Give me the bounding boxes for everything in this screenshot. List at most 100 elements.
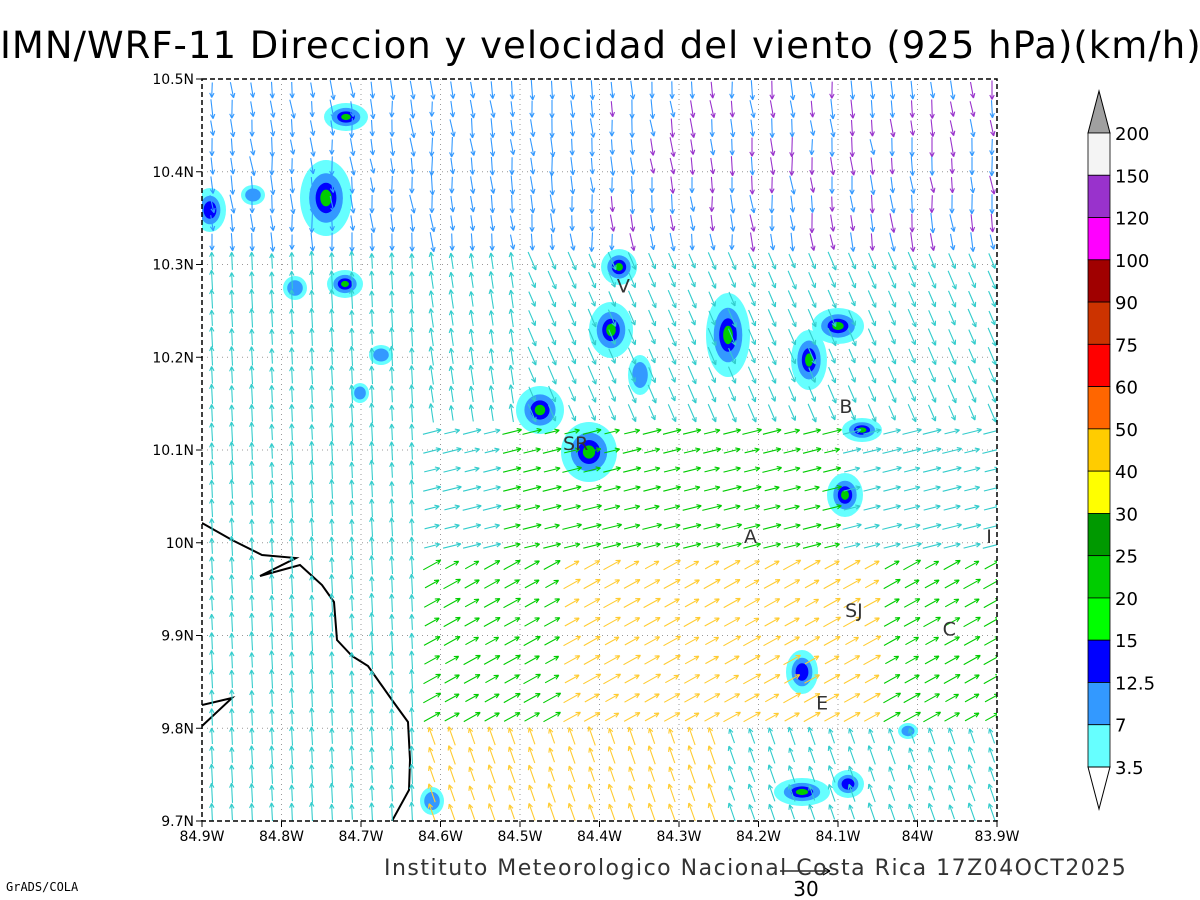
wind-arrow xyxy=(804,579,820,589)
wind-arrow xyxy=(823,523,842,530)
wind-arrow xyxy=(903,485,921,492)
wind-arrow xyxy=(470,81,476,99)
wind-arrow xyxy=(827,289,837,309)
wind-arrow xyxy=(567,251,577,271)
wind-arrow xyxy=(744,693,760,703)
wind-arrow xyxy=(584,693,600,703)
speed-region xyxy=(589,302,633,358)
wind-arrow xyxy=(748,728,756,744)
wind-arrow xyxy=(748,348,756,364)
wind-arrow xyxy=(409,555,415,575)
wind-arrow xyxy=(968,290,977,308)
wind-arrow xyxy=(627,802,636,821)
wind-arrow xyxy=(508,251,514,270)
wind-arrow xyxy=(409,157,416,175)
wind-arrow xyxy=(648,367,657,384)
wind-arrow xyxy=(944,579,960,589)
wind-arrow xyxy=(469,118,475,139)
wind-arrow xyxy=(547,802,556,821)
wind-arrow xyxy=(887,745,896,765)
wind-arrow xyxy=(409,499,415,517)
legend-swatch xyxy=(1087,597,1111,641)
wind-arrow xyxy=(229,157,236,175)
wind-arrow xyxy=(847,783,856,802)
wind-arrow xyxy=(349,156,356,176)
wind-arrow xyxy=(667,309,677,327)
wind-arrow xyxy=(983,598,997,609)
wind-arrow xyxy=(270,119,276,137)
wind-arrow xyxy=(329,385,335,403)
wind-arrow xyxy=(824,560,840,570)
wind-arrow xyxy=(409,594,415,612)
wind-arrow xyxy=(863,466,881,473)
wind-arrow xyxy=(249,442,255,460)
wind-arrow xyxy=(624,428,641,435)
wind-arrow xyxy=(389,481,395,497)
wind-arrow xyxy=(764,485,780,492)
wind-arrow xyxy=(289,497,295,518)
wind-arrow xyxy=(209,632,215,650)
wind-arrow xyxy=(269,537,275,554)
wind-arrow xyxy=(464,560,480,570)
wind-arrow xyxy=(249,421,255,442)
wind-arrow xyxy=(389,803,395,821)
wind-arrow xyxy=(749,80,756,101)
wind-arrow xyxy=(249,574,255,593)
wind-arrow xyxy=(389,327,395,347)
wind-arrow xyxy=(703,523,721,530)
wind-arrow xyxy=(969,157,975,176)
wind-arrow xyxy=(728,386,736,402)
wind-arrow xyxy=(668,728,676,744)
wind-arrow xyxy=(229,746,235,763)
city-label: SJ xyxy=(845,600,863,622)
wind-arrow xyxy=(522,523,542,530)
wind-arrow xyxy=(568,309,577,327)
wind-arrow xyxy=(468,385,475,402)
wind-arrow xyxy=(329,422,335,442)
wind-arrow xyxy=(289,119,295,138)
wind-arrow xyxy=(209,803,215,821)
wind-arrow xyxy=(389,575,395,593)
wind-arrow xyxy=(289,404,295,422)
wind-arrow xyxy=(389,423,395,441)
wind-arrow xyxy=(503,504,521,511)
wind-arrow xyxy=(487,803,496,821)
wind-arrow xyxy=(589,177,596,193)
wind-arrow xyxy=(827,784,836,802)
wind-arrow xyxy=(329,499,335,517)
wind-arrow xyxy=(705,655,720,665)
wind-arrow xyxy=(349,365,355,384)
wind-arrow xyxy=(448,327,454,346)
wind-arrow xyxy=(349,138,356,157)
wind-arrow xyxy=(389,708,395,726)
wind-arrow xyxy=(209,138,215,157)
wind-arrow xyxy=(369,592,375,613)
wind-arrow xyxy=(549,194,556,214)
wind-arrow xyxy=(528,367,536,383)
wind-arrow xyxy=(747,403,757,423)
wind-arrow xyxy=(723,504,741,511)
wind-arrow xyxy=(683,447,701,454)
wind-arrow xyxy=(567,366,577,385)
wind-arrow xyxy=(927,328,937,346)
wind-arrow xyxy=(422,428,442,435)
wind-arrow xyxy=(767,784,776,802)
wind-arrow xyxy=(450,81,456,99)
wind-arrow xyxy=(727,252,737,271)
wind-arrow xyxy=(449,136,455,158)
wind-arrow xyxy=(805,598,820,608)
wind-arrow xyxy=(667,404,677,423)
y-tick-label: 10.3N xyxy=(152,258,194,274)
wind-arrow xyxy=(428,746,436,763)
wind-arrow xyxy=(463,523,482,530)
wind-arrow xyxy=(863,428,882,435)
wind-arrow xyxy=(807,308,817,328)
wind-arrow xyxy=(787,726,796,745)
wind-arrow xyxy=(389,404,395,421)
wind-arrow xyxy=(688,253,696,269)
wind-arrow xyxy=(925,636,940,646)
wind-arrow xyxy=(627,252,637,271)
wind-arrow xyxy=(468,727,476,745)
wind-arrow xyxy=(229,251,235,270)
wind-arrow xyxy=(229,175,236,195)
